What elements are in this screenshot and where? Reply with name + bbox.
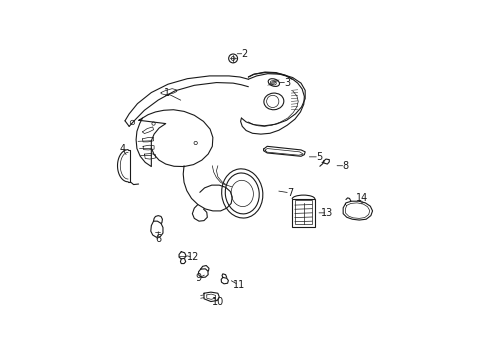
Text: 14: 14 xyxy=(356,193,368,203)
Bar xyxy=(295,201,312,224)
Bar xyxy=(292,199,315,227)
Text: 11: 11 xyxy=(233,280,245,290)
Text: 10: 10 xyxy=(212,297,224,307)
Text: 9: 9 xyxy=(196,273,201,283)
Text: 12: 12 xyxy=(187,252,199,262)
Text: 1: 1 xyxy=(164,88,170,98)
Text: 2: 2 xyxy=(242,49,247,59)
Text: 4: 4 xyxy=(119,144,125,154)
Text: 6: 6 xyxy=(155,234,161,244)
Text: 7: 7 xyxy=(287,188,293,198)
Text: 8: 8 xyxy=(343,161,348,171)
Text: 3: 3 xyxy=(284,77,290,87)
Text: 5: 5 xyxy=(316,152,322,162)
Text: 13: 13 xyxy=(321,208,334,218)
